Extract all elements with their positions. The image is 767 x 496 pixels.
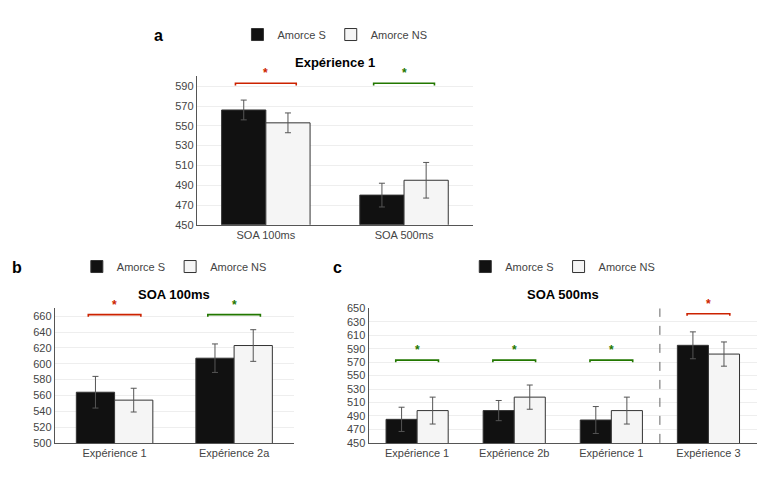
svg-text:*: * (609, 343, 614, 357)
svg-text:580: 580 (33, 373, 51, 385)
svg-text:540: 540 (33, 405, 51, 417)
svg-text:Amorce NS: Amorce NS (371, 29, 427, 41)
svg-text:b: b (12, 259, 22, 276)
svg-text:Amorce S: Amorce S (505, 261, 553, 273)
svg-text:550: 550 (347, 369, 365, 381)
svg-text:510: 510 (347, 396, 365, 408)
svg-text:SOA 500ms: SOA 500ms (527, 287, 599, 302)
svg-text:470: 470 (175, 199, 193, 211)
svg-text:Expérience 1: Expérience 1 (295, 55, 375, 70)
svg-text:640: 640 (33, 326, 51, 338)
svg-text:530: 530 (175, 139, 193, 151)
svg-text:450: 450 (175, 219, 193, 231)
svg-text:*: * (512, 343, 517, 357)
svg-text:a: a (154, 27, 163, 44)
svg-text:Amorce S: Amorce S (117, 261, 165, 273)
svg-text:590: 590 (347, 343, 365, 355)
svg-text:*: * (706, 297, 711, 311)
svg-text:Expérience 2b: Expérience 2b (479, 447, 549, 459)
svg-text:450: 450 (347, 437, 365, 449)
svg-text:*: * (402, 66, 407, 80)
svg-text:630: 630 (347, 316, 365, 328)
svg-text:660: 660 (33, 310, 51, 322)
svg-text:550: 550 (175, 120, 193, 132)
svg-text:650: 650 (347, 302, 365, 314)
svg-text:500: 500 (33, 437, 51, 449)
svg-text:Expérience 1: Expérience 1 (82, 447, 146, 459)
svg-text:560: 560 (33, 389, 51, 401)
svg-text:620: 620 (33, 342, 51, 354)
svg-text:590: 590 (175, 80, 193, 92)
svg-text:Amorce NS: Amorce NS (210, 261, 266, 273)
svg-text:Expérience 1: Expérience 1 (579, 447, 643, 459)
svg-text:510: 510 (175, 159, 193, 171)
svg-text:*: * (232, 298, 237, 312)
svg-text:Amorce S: Amorce S (277, 29, 325, 41)
svg-text:Expérience 3: Expérience 3 (676, 447, 740, 459)
svg-text:520: 520 (33, 421, 51, 433)
svg-text:*: * (263, 66, 268, 80)
svg-text:490: 490 (347, 410, 365, 422)
svg-text:570: 570 (175, 100, 193, 112)
svg-text:Expérience 2a: Expérience 2a (199, 447, 270, 459)
svg-text:Expérience 1: Expérience 1 (385, 447, 449, 459)
svg-text:490: 490 (175, 179, 193, 191)
svg-text:SOA 100ms: SOA 100ms (236, 229, 295, 241)
svg-text:600: 600 (33, 358, 51, 370)
svg-text:c: c (333, 259, 342, 276)
svg-text:570: 570 (347, 356, 365, 368)
svg-text:470: 470 (347, 423, 365, 435)
svg-text:SOA 500ms: SOA 500ms (375, 229, 434, 241)
svg-text:*: * (415, 343, 420, 357)
svg-text:610: 610 (347, 329, 365, 341)
svg-text:*: * (112, 298, 117, 312)
svg-text:530: 530 (347, 383, 365, 395)
svg-text:SOA 100ms: SOA 100ms (138, 287, 210, 302)
svg-text:Amorce NS: Amorce NS (599, 261, 655, 273)
